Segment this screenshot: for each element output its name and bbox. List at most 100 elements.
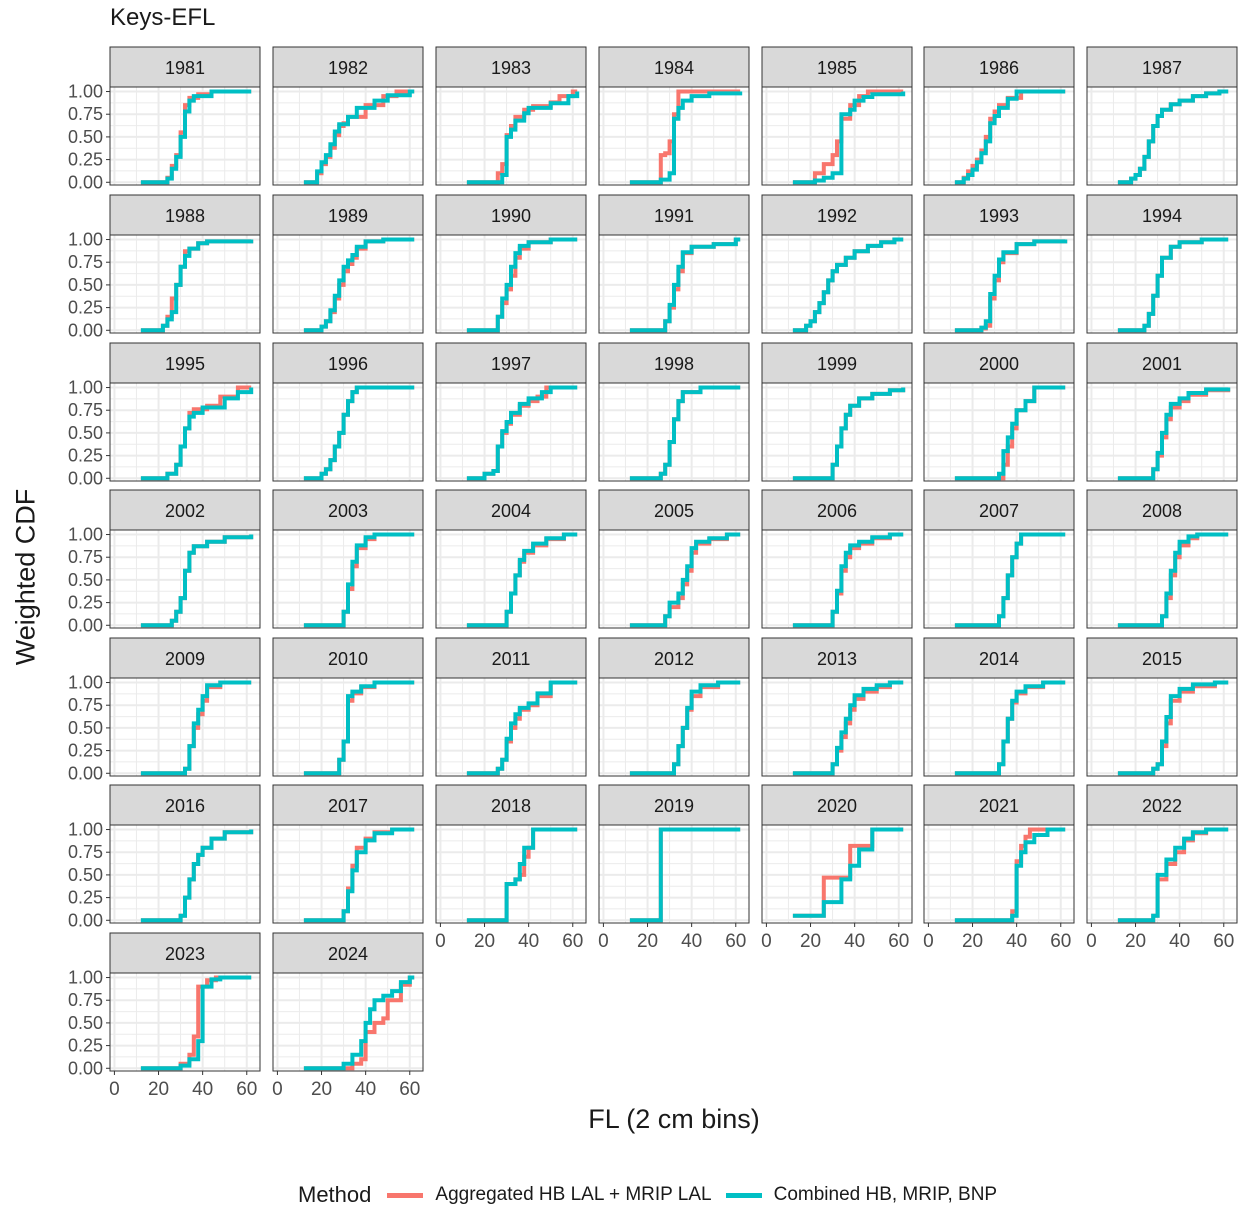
panel-border xyxy=(761,234,913,334)
strip-label: 2020 xyxy=(817,796,857,816)
strip xyxy=(761,489,913,531)
x-tick-label: 60 xyxy=(888,931,909,952)
panel-border xyxy=(1086,234,1238,334)
strip-label: 2009 xyxy=(165,649,205,669)
strip xyxy=(761,637,913,679)
y-tick-label: 0.25 xyxy=(68,888,103,908)
panel-border xyxy=(435,529,587,629)
panel-2017: 2017 xyxy=(272,784,424,924)
x-tick-label: 0 xyxy=(923,931,934,952)
panel-1983: 1983 xyxy=(435,46,587,186)
y-tick-label: 0.75 xyxy=(68,990,103,1010)
strip xyxy=(272,194,424,236)
strip-label: 1985 xyxy=(817,58,857,78)
series-combined-line xyxy=(792,827,904,918)
x-tick-label: 0 xyxy=(435,931,446,952)
panel-border xyxy=(435,382,587,482)
y-tick-label: 0.25 xyxy=(68,446,103,466)
panel-1996: 1996 xyxy=(272,342,424,482)
panel-1990: 1990 xyxy=(435,194,587,334)
x-tick-label: 20 xyxy=(311,1079,332,1100)
series-combined-line xyxy=(303,975,415,1071)
panel-1998: 1998 xyxy=(598,342,750,482)
strip xyxy=(923,637,1075,679)
strip-label: 2014 xyxy=(979,649,1019,669)
strip xyxy=(598,342,750,384)
strip-label: 1992 xyxy=(817,206,857,226)
strip xyxy=(109,46,261,88)
strip-label: 2024 xyxy=(328,944,368,964)
strip xyxy=(435,342,587,384)
y-tick-label: 0.50 xyxy=(68,865,103,885)
strip xyxy=(109,489,261,531)
x-tick-label: 20 xyxy=(800,931,821,952)
series-combined-line xyxy=(954,680,1066,776)
strip-label: 2003 xyxy=(328,501,368,521)
y-tick-label: 0.50 xyxy=(68,423,103,443)
strip xyxy=(598,784,750,826)
panel-1991: 1991 xyxy=(598,194,750,334)
panel-border xyxy=(761,86,913,186)
x-tick-label: 40 xyxy=(681,931,702,952)
strip-label: 1997 xyxy=(491,354,531,374)
strip xyxy=(109,784,261,826)
y-tick-label: 0.00 xyxy=(68,320,103,340)
y-tick-label: 0.75 xyxy=(68,400,103,420)
panel-1994: 1994 xyxy=(1086,194,1238,334)
strip xyxy=(1086,46,1238,88)
series-combined-line xyxy=(954,385,1066,481)
series-combined-line xyxy=(466,385,578,481)
strip-label: 2007 xyxy=(979,501,1019,521)
panel-1986: 1986 xyxy=(923,46,1075,186)
y-tick-label: 0.50 xyxy=(68,127,103,147)
series-combined-line xyxy=(303,680,415,776)
x-tick-label: 20 xyxy=(1125,931,1146,952)
strip xyxy=(923,342,1075,384)
legend-key-combined xyxy=(725,1192,762,1198)
panel-border xyxy=(272,972,424,1072)
series-combined-line xyxy=(629,680,741,776)
y-tick-label: 0.75 xyxy=(68,547,103,567)
y-tick-label: 0.50 xyxy=(68,718,103,738)
panel-border xyxy=(272,86,424,186)
series-combined-line xyxy=(792,91,906,185)
panel-border xyxy=(109,529,261,629)
panel-border xyxy=(109,824,261,924)
strip-label: 2013 xyxy=(817,649,857,669)
legend-key-aggregated xyxy=(387,1192,424,1198)
panel-2004: 2004 xyxy=(435,489,587,629)
series-combined-line xyxy=(629,532,741,628)
x-tick-label: 0 xyxy=(272,1079,283,1100)
series-combined-line xyxy=(629,91,743,185)
x-tick-label: 40 xyxy=(355,1079,376,1100)
x-tick-label: 0 xyxy=(761,931,772,952)
x-tick-label: 60 xyxy=(1050,931,1071,952)
series-combined-line xyxy=(792,237,904,333)
y-tick-label: 0.75 xyxy=(68,842,103,862)
y-tick-label: 0.25 xyxy=(68,150,103,170)
strip-label: 2017 xyxy=(328,796,368,816)
panel-1988: 1988 0.000.25 0.50 0.751.00 xyxy=(68,194,261,340)
panel-border xyxy=(761,529,913,629)
panel-border xyxy=(109,234,261,334)
panel-2006: 2006 xyxy=(761,489,913,629)
panel-2012: 2012 xyxy=(598,637,750,777)
strip-label: 2018 xyxy=(491,796,531,816)
legend-item-aggregated: Aggregated HB LAL + MRIP LAL xyxy=(387,1184,712,1206)
x-tick-label: 20 xyxy=(962,931,983,952)
series-combined-line xyxy=(140,89,252,185)
strip-label: 1981 xyxy=(165,58,205,78)
panel-2016: 2016 0.000.25 0.50 0.751.00 xyxy=(68,784,261,930)
series-combined-line xyxy=(954,532,1066,628)
series-combined-line xyxy=(303,237,415,333)
y-tick-label: 0.25 xyxy=(68,298,103,318)
strip xyxy=(109,194,261,236)
strip-label: 2019 xyxy=(654,796,694,816)
strip xyxy=(923,194,1075,236)
panel-border xyxy=(761,677,913,777)
panel-border xyxy=(598,824,750,924)
y-tick-label: 0.25 xyxy=(68,741,103,761)
panel-2011: 2011 xyxy=(435,637,587,777)
series-combined-line xyxy=(140,680,252,776)
